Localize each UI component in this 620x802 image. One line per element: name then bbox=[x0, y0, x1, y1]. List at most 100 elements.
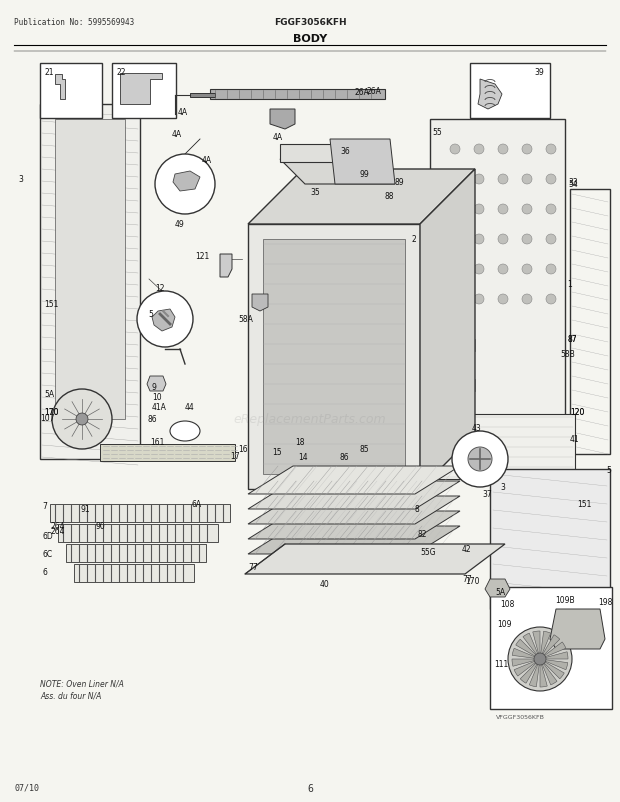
Polygon shape bbox=[55, 119, 125, 419]
Circle shape bbox=[546, 205, 556, 215]
Text: 109B: 109B bbox=[555, 595, 575, 604]
Polygon shape bbox=[55, 75, 65, 100]
Polygon shape bbox=[550, 610, 605, 649]
Text: 3: 3 bbox=[500, 482, 505, 492]
Polygon shape bbox=[100, 444, 235, 461]
Polygon shape bbox=[430, 119, 565, 429]
Text: 49: 49 bbox=[175, 220, 185, 229]
Circle shape bbox=[450, 235, 460, 245]
Text: 88: 88 bbox=[385, 192, 394, 200]
Text: 1: 1 bbox=[567, 280, 572, 289]
Text: 111: 111 bbox=[494, 659, 508, 668]
Text: 170: 170 bbox=[465, 577, 479, 585]
Circle shape bbox=[474, 235, 484, 245]
Text: 58B: 58B bbox=[560, 350, 575, 358]
Circle shape bbox=[508, 627, 572, 691]
Text: 108: 108 bbox=[500, 599, 515, 608]
Text: 40: 40 bbox=[320, 579, 330, 588]
Circle shape bbox=[498, 145, 508, 155]
Text: 39: 39 bbox=[534, 68, 544, 77]
Text: 3: 3 bbox=[18, 175, 23, 184]
Text: 264: 264 bbox=[50, 521, 64, 530]
Text: 264: 264 bbox=[50, 526, 64, 535]
Text: 17: 17 bbox=[230, 452, 239, 460]
Circle shape bbox=[450, 265, 460, 274]
Polygon shape bbox=[58, 525, 218, 542]
Text: 07/10: 07/10 bbox=[14, 783, 39, 792]
Text: 86: 86 bbox=[340, 452, 350, 461]
Text: 55G: 55G bbox=[420, 547, 436, 557]
Circle shape bbox=[137, 292, 193, 347]
Wedge shape bbox=[514, 659, 540, 676]
Text: 109: 109 bbox=[497, 619, 511, 628]
Polygon shape bbox=[120, 74, 162, 105]
Polygon shape bbox=[570, 190, 610, 455]
Text: 161: 161 bbox=[150, 437, 164, 447]
Text: 99: 99 bbox=[360, 170, 370, 179]
Circle shape bbox=[522, 145, 532, 155]
Polygon shape bbox=[210, 90, 385, 100]
Text: 6: 6 bbox=[42, 567, 47, 577]
Polygon shape bbox=[245, 545, 505, 574]
Text: 86: 86 bbox=[148, 415, 157, 423]
Polygon shape bbox=[490, 469, 610, 610]
Circle shape bbox=[474, 175, 484, 184]
Polygon shape bbox=[190, 94, 215, 98]
Wedge shape bbox=[540, 659, 568, 670]
Text: 36: 36 bbox=[340, 147, 350, 156]
Text: 55: 55 bbox=[432, 128, 441, 137]
Polygon shape bbox=[280, 160, 395, 184]
Wedge shape bbox=[540, 635, 560, 659]
Polygon shape bbox=[50, 504, 230, 522]
Bar bbox=[450, 339, 475, 351]
Text: 151: 151 bbox=[577, 500, 591, 508]
Circle shape bbox=[546, 265, 556, 274]
Text: 120: 120 bbox=[570, 407, 585, 416]
Wedge shape bbox=[540, 659, 557, 685]
Circle shape bbox=[450, 294, 460, 305]
Polygon shape bbox=[173, 172, 200, 192]
Polygon shape bbox=[220, 255, 232, 277]
Text: BODY: BODY bbox=[293, 34, 327, 44]
Text: 5A: 5A bbox=[495, 587, 505, 596]
Text: 10: 10 bbox=[152, 392, 162, 402]
Text: 107: 107 bbox=[40, 414, 55, 423]
Bar bbox=[490, 587, 612, 709]
Wedge shape bbox=[512, 659, 540, 666]
Text: 77: 77 bbox=[248, 562, 258, 571]
Text: 35: 35 bbox=[310, 188, 320, 196]
Circle shape bbox=[522, 175, 532, 184]
Text: 87: 87 bbox=[568, 334, 578, 343]
Circle shape bbox=[474, 145, 484, 155]
Text: 54: 54 bbox=[568, 180, 578, 188]
Circle shape bbox=[498, 235, 508, 245]
Bar bbox=[450, 379, 475, 391]
Polygon shape bbox=[485, 579, 510, 597]
Text: 6C: 6C bbox=[42, 549, 52, 558]
Text: 14: 14 bbox=[298, 452, 308, 461]
Text: 151: 151 bbox=[44, 300, 58, 309]
Wedge shape bbox=[520, 659, 540, 683]
Text: 5: 5 bbox=[606, 465, 611, 475]
Circle shape bbox=[474, 294, 484, 305]
Wedge shape bbox=[540, 642, 566, 659]
Text: 6: 6 bbox=[307, 783, 313, 793]
Text: NOTE: Oven Liner N/A: NOTE: Oven Liner N/A bbox=[40, 679, 124, 688]
Text: 82: 82 bbox=[418, 529, 428, 538]
Wedge shape bbox=[540, 652, 568, 659]
Text: Publication No: 5995569943: Publication No: 5995569943 bbox=[14, 18, 135, 27]
Circle shape bbox=[474, 205, 484, 215]
Text: 121: 121 bbox=[195, 252, 210, 261]
Text: 6A: 6A bbox=[192, 500, 202, 508]
Bar bbox=[450, 419, 475, 431]
Text: 8: 8 bbox=[415, 504, 420, 513]
Polygon shape bbox=[40, 105, 140, 460]
Bar bbox=[112, 64, 176, 119]
Text: 198: 198 bbox=[598, 597, 613, 606]
Wedge shape bbox=[529, 659, 540, 687]
Bar bbox=[40, 64, 102, 119]
Text: 77: 77 bbox=[462, 574, 472, 583]
Text: 5A: 5A bbox=[44, 390, 54, 399]
Text: 6D: 6D bbox=[42, 532, 53, 541]
Text: 85: 85 bbox=[360, 444, 370, 453]
